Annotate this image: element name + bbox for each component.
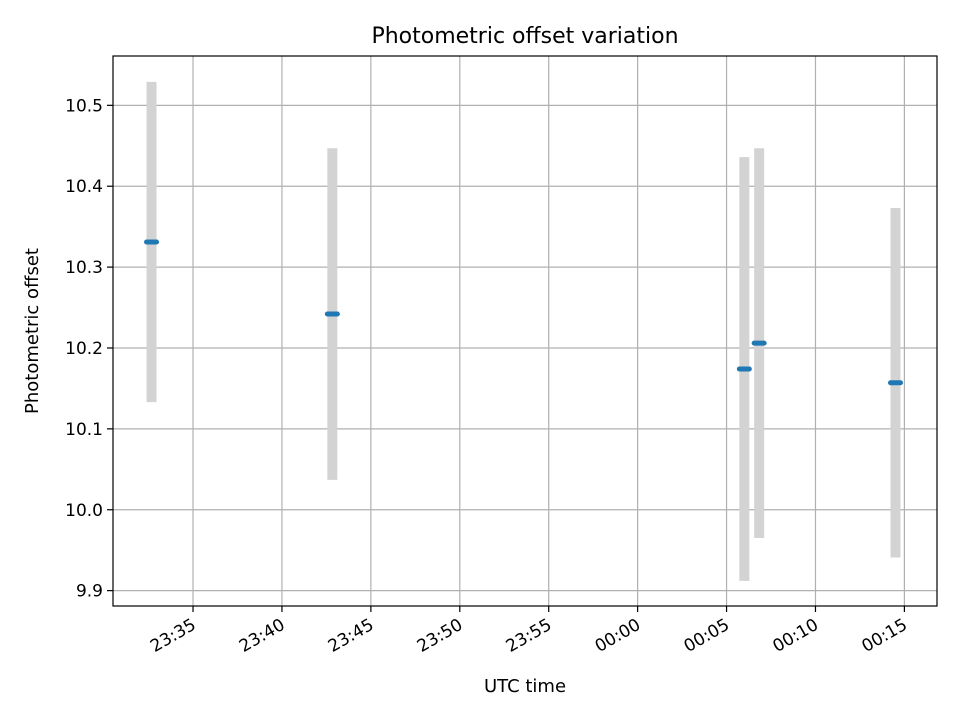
x-tick-label: 00:00 [592, 615, 644, 657]
y-axis-ticks: 9.9 10.0 10.1 10.2 10.3 10.4 10.5 [65, 96, 113, 602]
x-tick-label: 23:35 [147, 615, 199, 657]
x-axis-ticks: 23:35 23:40 23:45 23:50 23:55 00:00 00:05 00:10… [147, 606, 911, 657]
y-tick-label: 10.3 [65, 258, 103, 278]
data-markers [144, 239, 904, 386]
y-tick-label: 10.4 [65, 177, 103, 197]
x-tick-label: 23:50 [414, 615, 466, 657]
x-axis-label: UTC time [484, 676, 566, 697]
grid-lines [113, 56, 937, 606]
x-tick-label: 23:55 [503, 615, 555, 657]
error-bars [146, 81, 901, 581]
x-tick-label: 00:10 [770, 615, 822, 657]
x-tick-label: 23:45 [325, 615, 377, 657]
x-tick-label: 00:05 [681, 615, 733, 657]
y-tick-label: 10.5 [65, 96, 103, 116]
y-tick-label: 9.9 [76, 582, 103, 602]
y-tick-label: 10.0 [65, 501, 103, 521]
y-tick-label: 10.1 [65, 420, 103, 440]
y-tick-label: 10.2 [65, 339, 103, 359]
y-axis-label: Photometric offset [22, 248, 43, 414]
chart-title: Photometric offset variation [371, 24, 678, 49]
x-tick-label: 23:40 [236, 615, 288, 657]
x-tick-label: 00:15 [858, 615, 910, 657]
plot-frame [112, 55, 938, 607]
